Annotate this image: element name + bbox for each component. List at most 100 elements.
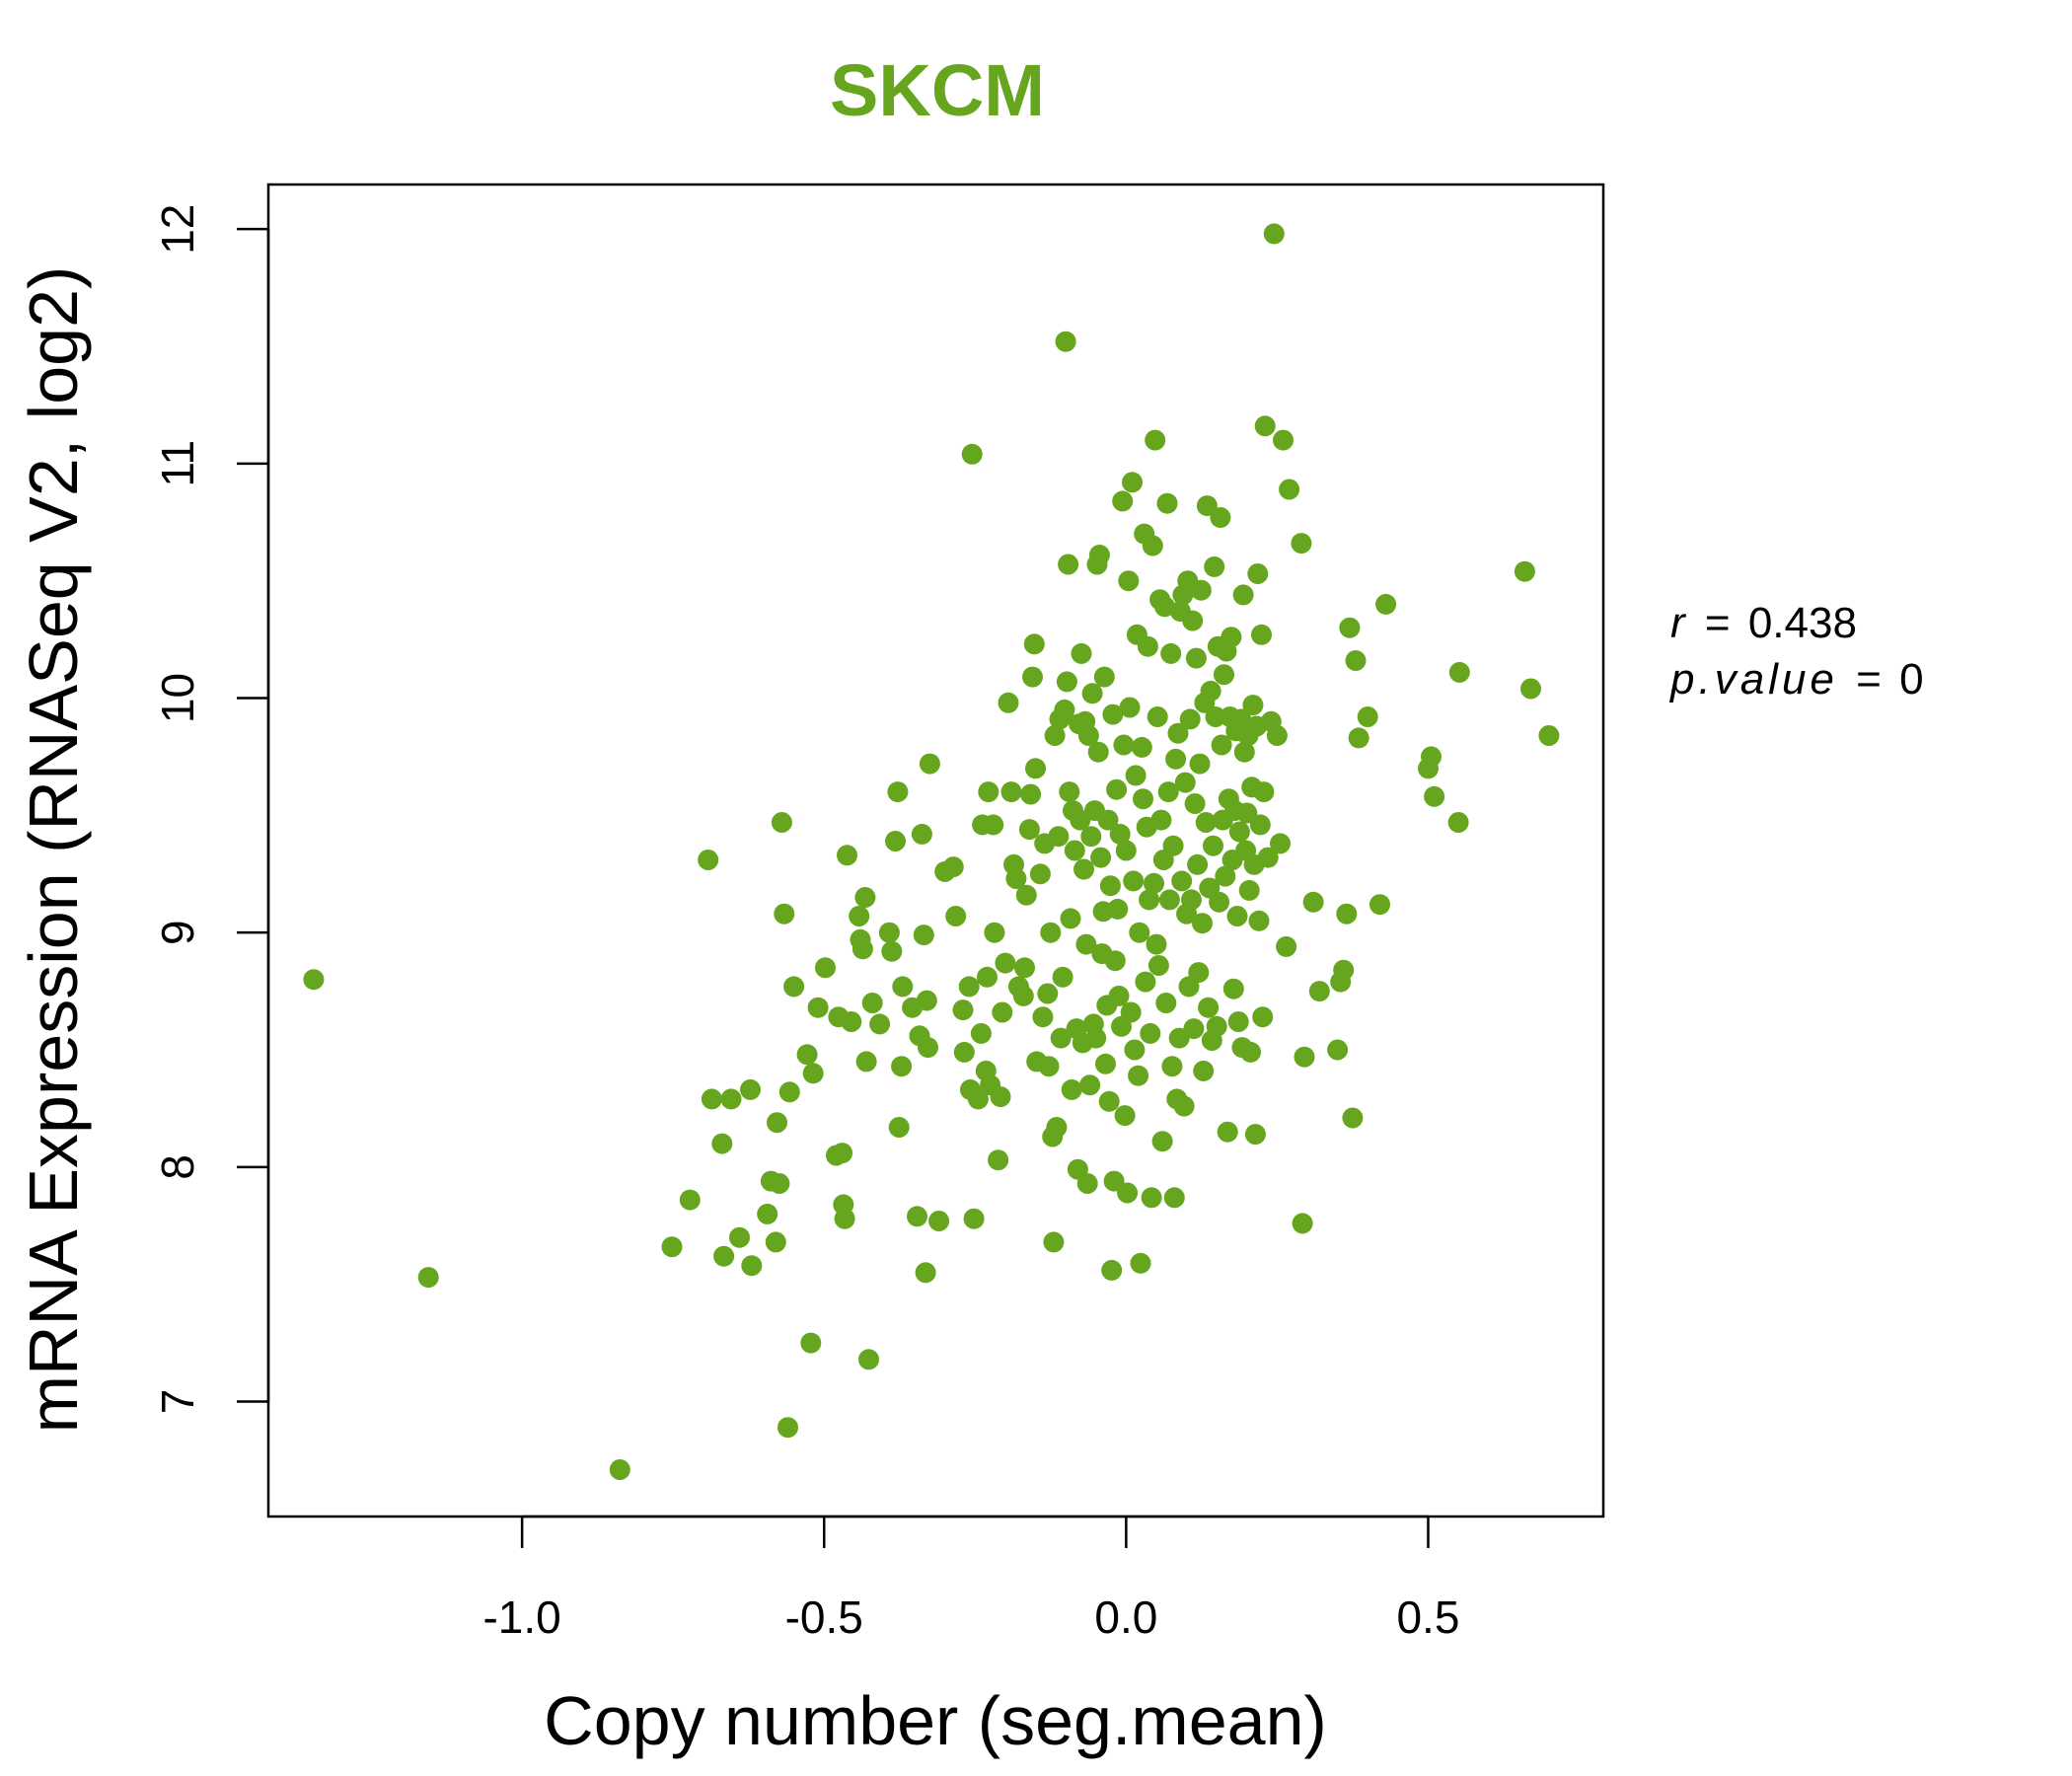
data-point bbox=[892, 976, 914, 998]
data-point bbox=[1174, 772, 1196, 793]
data-point bbox=[885, 831, 906, 851]
data-point bbox=[417, 1267, 439, 1289]
data-point bbox=[1118, 570, 1140, 592]
data-point bbox=[1163, 1187, 1185, 1209]
data-point bbox=[970, 1022, 992, 1044]
chart-title: SKCM bbox=[830, 49, 1045, 131]
data-point bbox=[988, 1149, 1009, 1171]
data-point bbox=[1144, 872, 1164, 894]
data-point bbox=[841, 1011, 862, 1032]
data-point bbox=[869, 1013, 891, 1035]
data-point bbox=[741, 1255, 763, 1277]
data-point bbox=[1222, 978, 1244, 999]
data-point bbox=[1050, 1027, 1072, 1049]
data-point bbox=[1238, 879, 1260, 901]
data-point bbox=[1348, 727, 1369, 749]
data-point bbox=[1120, 1001, 1142, 1023]
data-point bbox=[849, 906, 870, 926]
svg-text:r = 0.438: r = 0.438 bbox=[1670, 599, 1857, 647]
data-point bbox=[958, 976, 980, 998]
data-point bbox=[919, 753, 940, 775]
data-point bbox=[1187, 853, 1209, 875]
data-point bbox=[1048, 826, 1070, 848]
data-point bbox=[1015, 884, 1037, 906]
data-point bbox=[815, 957, 836, 979]
data-point bbox=[1145, 429, 1166, 451]
data-point bbox=[1085, 1027, 1107, 1049]
data-point bbox=[1342, 1107, 1364, 1129]
x-tick-label: 0.5 bbox=[1396, 1591, 1459, 1643]
data-point bbox=[1209, 891, 1230, 913]
data-point bbox=[771, 812, 792, 833]
data-point bbox=[1181, 889, 1202, 911]
data-point bbox=[1188, 962, 1210, 984]
data-point bbox=[1167, 722, 1189, 744]
data-point bbox=[888, 1117, 910, 1138]
data-point bbox=[1054, 699, 1075, 720]
data-point bbox=[1114, 1105, 1136, 1127]
data-point bbox=[1538, 725, 1560, 746]
data-point bbox=[1189, 753, 1211, 775]
data-point bbox=[1014, 957, 1035, 979]
data-point bbox=[1071, 642, 1092, 664]
data-point bbox=[1198, 997, 1220, 1018]
data-point bbox=[1185, 647, 1207, 669]
data-point bbox=[1113, 734, 1135, 756]
data-point bbox=[1357, 706, 1378, 727]
data-point bbox=[765, 1231, 786, 1253]
data-point bbox=[1029, 863, 1051, 885]
data-point bbox=[911, 823, 932, 845]
p-equals: = bbox=[1856, 655, 1882, 703]
data-point bbox=[1520, 678, 1541, 700]
r-equals: = bbox=[1705, 599, 1731, 647]
data-point bbox=[1217, 1121, 1238, 1143]
data-point bbox=[1058, 554, 1079, 575]
data-point bbox=[1106, 778, 1128, 800]
data-point bbox=[907, 1206, 927, 1227]
data-point bbox=[1249, 814, 1271, 836]
data-point bbox=[1204, 555, 1225, 577]
data-point bbox=[1020, 783, 1042, 805]
x-tick-label: 0.0 bbox=[1094, 1591, 1157, 1643]
data-point bbox=[783, 976, 805, 998]
data-point bbox=[858, 1349, 879, 1370]
correlation-annotation: r = 0.438 p.value = 0 bbox=[1668, 599, 1924, 703]
data-point bbox=[1112, 490, 1134, 512]
data-point bbox=[713, 1245, 735, 1267]
data-point bbox=[916, 990, 937, 1011]
data-point bbox=[1375, 593, 1397, 615]
r-label: r bbox=[1670, 599, 1687, 647]
data-point bbox=[1203, 835, 1223, 856]
data-point bbox=[303, 969, 325, 991]
data-point bbox=[1308, 981, 1330, 1002]
data-point bbox=[832, 1143, 853, 1164]
data-point bbox=[1128, 1065, 1149, 1086]
data-point bbox=[1162, 835, 1184, 856]
data-point bbox=[1125, 765, 1147, 786]
data-point bbox=[963, 1208, 985, 1229]
data-point bbox=[915, 1262, 936, 1284]
data-point bbox=[878, 922, 900, 943]
data-point bbox=[1076, 1173, 1098, 1194]
data-point bbox=[995, 952, 1016, 974]
data-point bbox=[1242, 695, 1264, 716]
data-point bbox=[1333, 959, 1355, 981]
data-point bbox=[1206, 1015, 1227, 1037]
data-point bbox=[1081, 683, 1103, 704]
data-point bbox=[1244, 1124, 1266, 1146]
data-point bbox=[1141, 1187, 1162, 1209]
data-point bbox=[1156, 492, 1178, 514]
data-point bbox=[1061, 1078, 1082, 1100]
data-point bbox=[1232, 584, 1254, 606]
data-point bbox=[1221, 627, 1242, 648]
data-point bbox=[1140, 1022, 1161, 1044]
data-point bbox=[1023, 633, 1045, 655]
x-tick-label: -0.5 bbox=[785, 1591, 863, 1643]
data-point bbox=[1214, 664, 1234, 686]
data-points bbox=[303, 223, 1560, 1480]
r-value: 0.438 bbox=[1748, 599, 1857, 647]
data-point bbox=[1226, 906, 1248, 926]
data-point bbox=[1131, 736, 1152, 758]
data-point bbox=[1211, 734, 1232, 756]
data-point bbox=[778, 1081, 800, 1103]
